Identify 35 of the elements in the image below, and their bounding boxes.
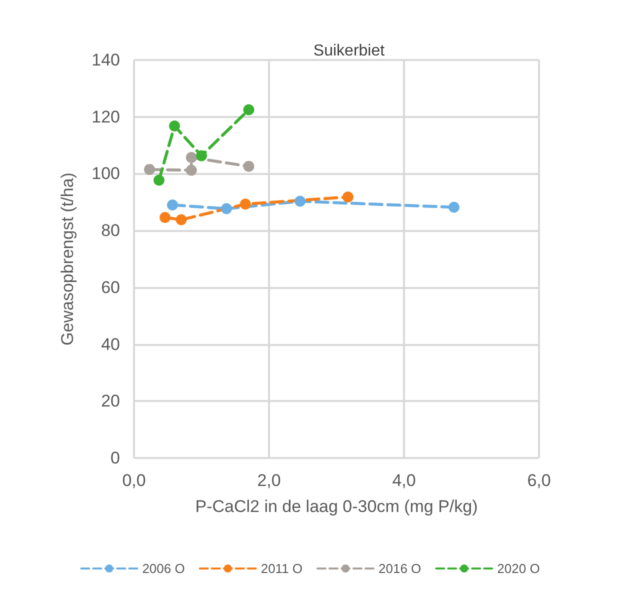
point <box>160 212 171 223</box>
point <box>169 120 180 132</box>
point <box>144 164 156 175</box>
x-tick-label: 0,0 <box>122 471 146 490</box>
y-tick-label: 60 <box>101 278 120 297</box>
legend-label: 2011 O <box>260 561 303 576</box>
x-axis-title: P-CaCl2 in de laag 0-30cm (mg P/kg) <box>195 497 478 516</box>
point <box>186 164 197 176</box>
point <box>243 104 254 116</box>
chart-title: Suikerbiet <box>313 42 386 60</box>
point <box>220 203 232 214</box>
point <box>186 152 197 164</box>
point <box>176 214 187 226</box>
y-tick-label: 140 <box>92 50 120 70</box>
y-tick-label: 40 <box>101 334 120 354</box>
y-tick-label: 120 <box>92 107 120 126</box>
x-tick-label: 6,0 <box>527 471 551 490</box>
legend-label: 2006 O <box>142 561 185 576</box>
y-axis-title: Gewasopbrengst (t/ha) <box>58 172 77 346</box>
x-tick-label: 4,0 <box>392 471 416 490</box>
point <box>243 160 254 172</box>
y-tick-label: 80 <box>101 221 120 240</box>
point <box>153 174 164 186</box>
y-tick-label: 100 <box>92 164 120 184</box>
point <box>294 196 306 207</box>
point <box>240 198 251 210</box>
point <box>196 150 207 162</box>
y-tick-label: 0 <box>110 448 120 468</box>
point <box>342 192 354 203</box>
y-tick-label: 20 <box>101 392 120 411</box>
x-tick-label: 2,0 <box>257 471 281 490</box>
point <box>166 199 178 210</box>
legend-label: 2020 O <box>497 561 540 576</box>
legend-label: 2016 O <box>378 561 422 576</box>
point <box>448 202 460 213</box>
